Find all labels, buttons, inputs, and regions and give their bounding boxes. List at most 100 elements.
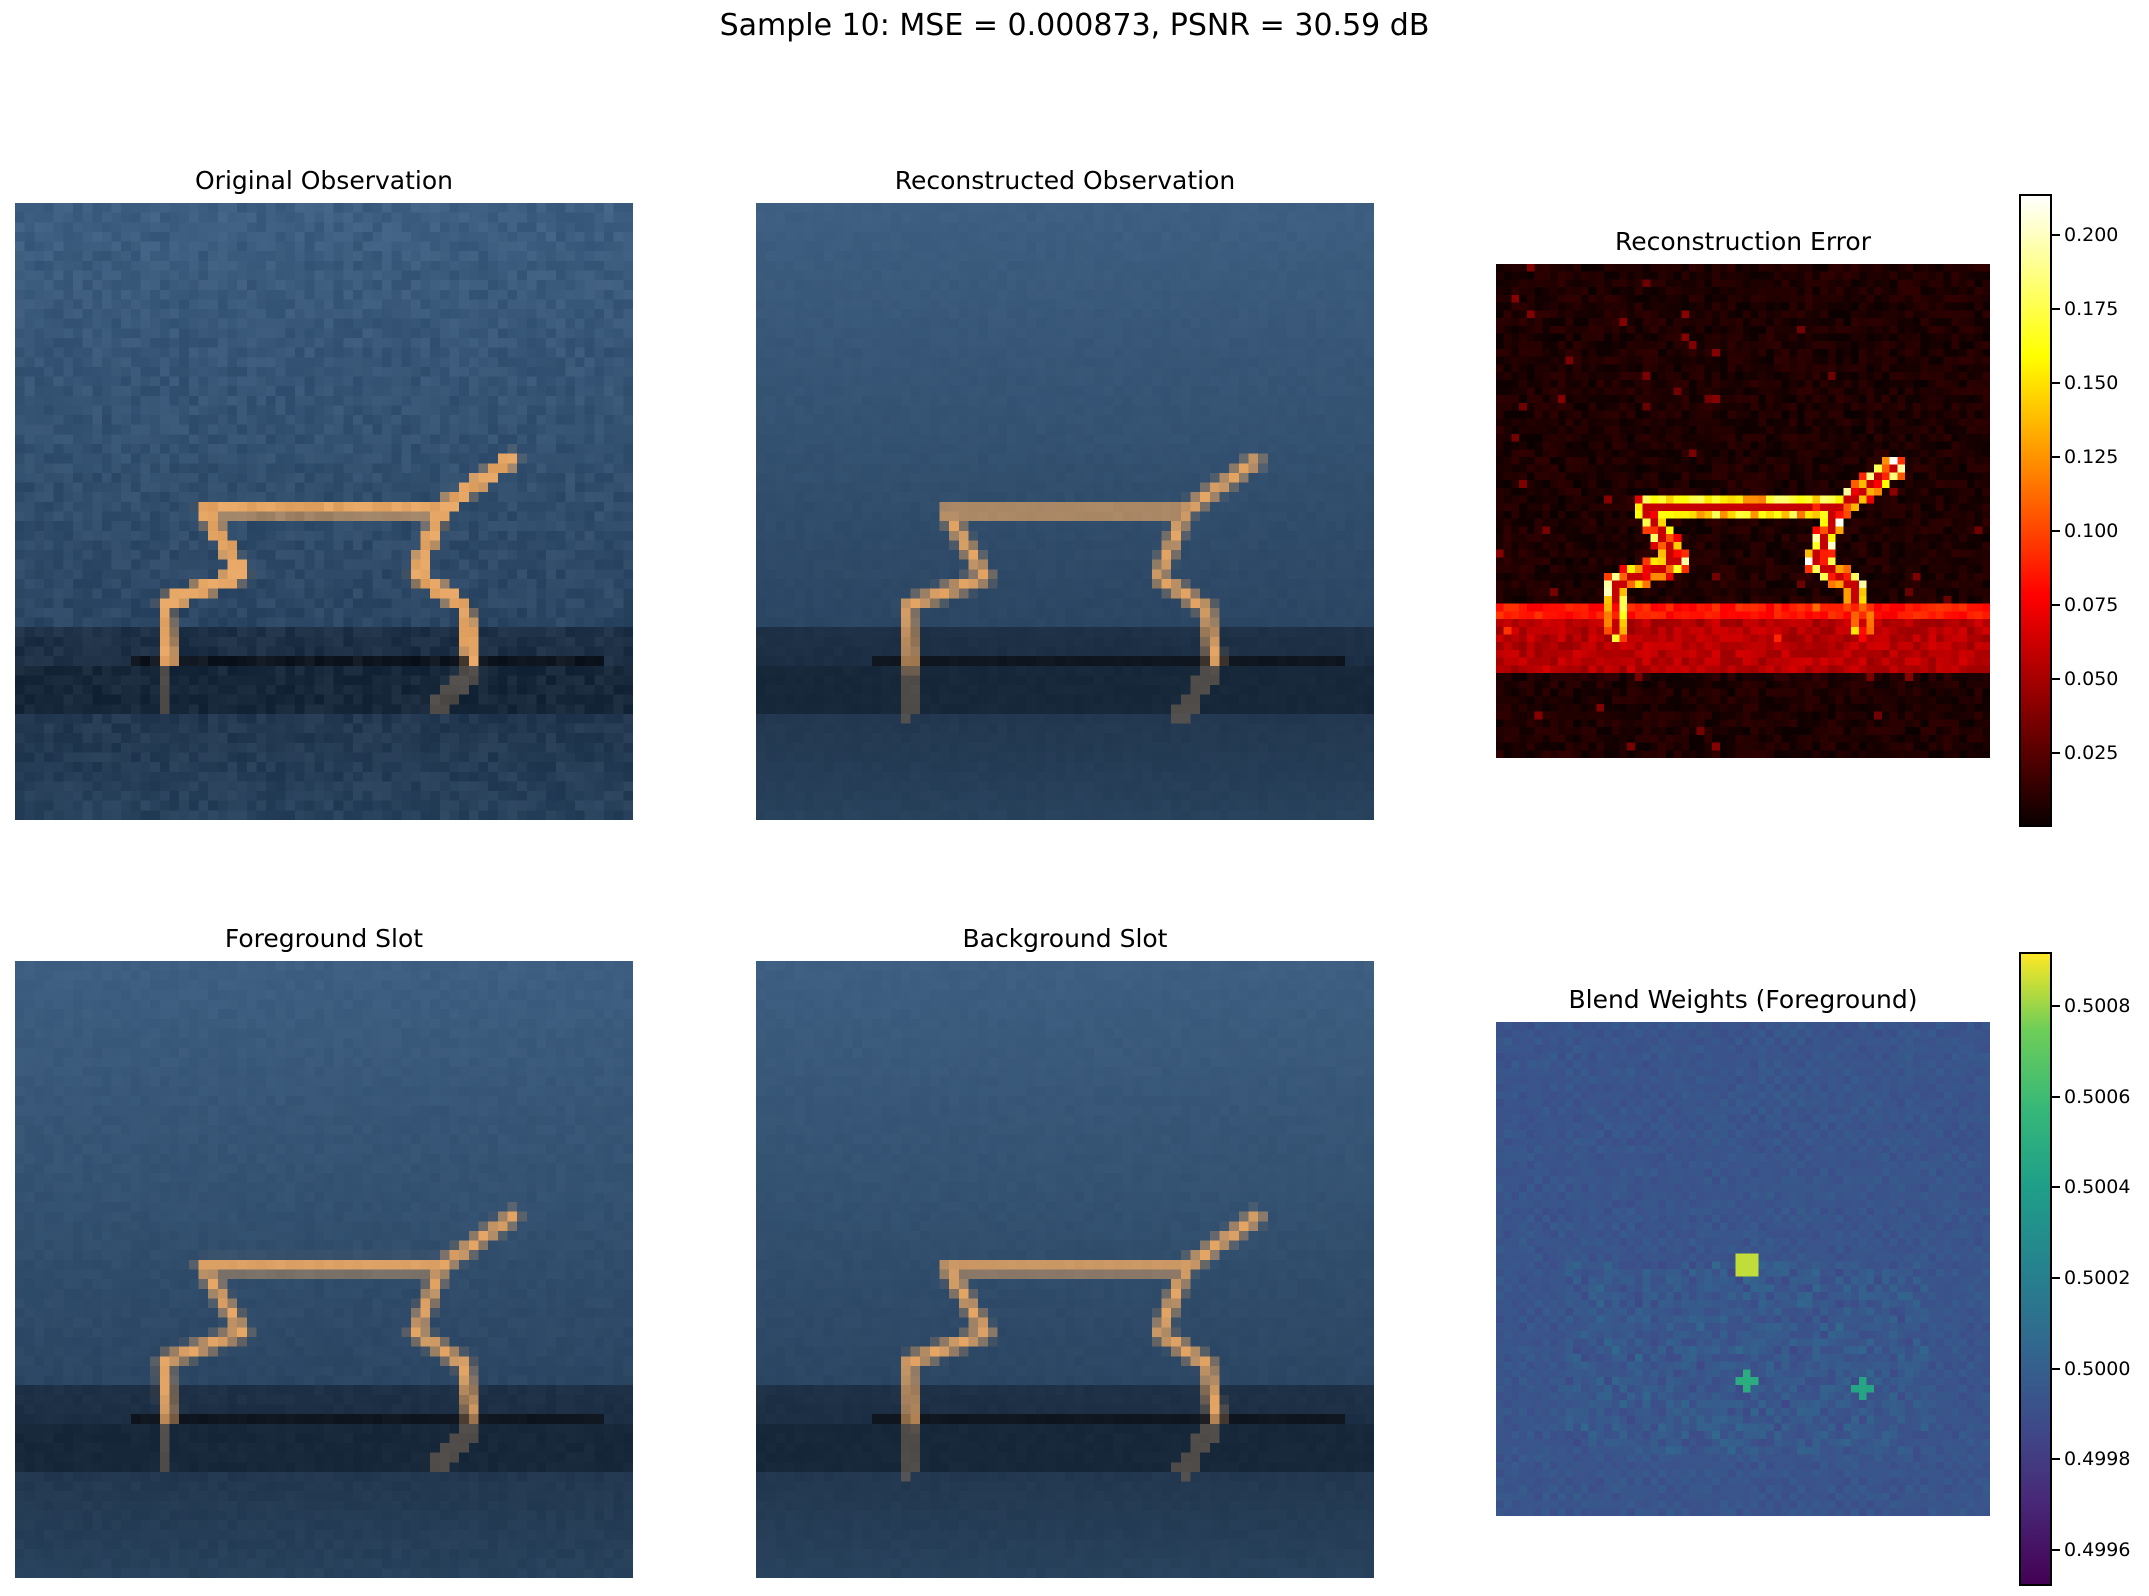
image-pixel <box>266 598 276 609</box>
image-pixel <box>623 511 633 522</box>
image-pixel <box>862 203 873 213</box>
image-pixel <box>159 598 170 609</box>
image-pixel <box>391 231 402 242</box>
image-pixel <box>575 665 585 676</box>
image-pixel <box>237 357 247 368</box>
image-pixel <box>439 309 450 319</box>
image-pixel <box>15 231 25 242</box>
image-pixel <box>343 309 354 319</box>
image-pixel <box>237 318 247 329</box>
image-pixel <box>565 588 576 599</box>
image-pixel <box>1036 299 1046 310</box>
image-pixel <box>594 617 605 628</box>
image-pixel <box>333 588 344 599</box>
image-pixel <box>478 337 489 348</box>
image-pixel <box>246 617 257 628</box>
image-pixel <box>169 578 180 589</box>
image-pixel <box>401 482 412 493</box>
image-pixel <box>978 241 988 252</box>
image-pixel <box>285 578 296 589</box>
image-pixel <box>1074 241 1085 252</box>
image-pixel <box>468 482 479 493</box>
image-pixel <box>130 415 141 425</box>
image-pixel <box>430 328 441 339</box>
image-pixel <box>507 203 518 213</box>
image-pixel <box>1287 299 1297 310</box>
image-pixel <box>15 280 25 290</box>
image-pixel <box>1103 299 1114 310</box>
image-pixel <box>72 646 83 657</box>
image-pixel <box>72 607 83 618</box>
image-pixel <box>362 752 373 763</box>
image-pixel <box>295 347 305 358</box>
image-pixel <box>439 771 450 782</box>
image-pixel <box>449 386 460 397</box>
image-pixel <box>613 550 624 560</box>
image-pixel <box>304 733 315 744</box>
image-pixel <box>53 810 64 820</box>
image-pixel <box>227 588 238 599</box>
image-pixel <box>101 366 112 377</box>
image-pixel <box>381 357 392 368</box>
image-pixel <box>43 511 54 522</box>
image-pixel <box>92 472 103 483</box>
image-pixel <box>1093 260 1104 271</box>
image-pixel <box>34 656 45 666</box>
image-pixel <box>1248 222 1259 233</box>
image-pixel <box>208 434 218 445</box>
image-pixel <box>488 337 499 348</box>
image-pixel <box>130 704 141 715</box>
image-pixel <box>150 241 161 252</box>
image-pixel <box>198 280 209 290</box>
image-pixel <box>246 569 257 580</box>
image-pixel <box>217 386 228 397</box>
image-pixel <box>604 713 614 724</box>
image-pixel <box>449 395 460 406</box>
image-pixel <box>169 550 180 560</box>
image-pixel <box>439 685 450 695</box>
image-pixel <box>24 444 35 454</box>
image-pixel <box>497 694 508 705</box>
image-pixel <box>227 791 238 801</box>
image-pixel <box>227 501 238 512</box>
image-pixel <box>555 762 566 772</box>
image-pixel <box>613 578 624 589</box>
image-pixel <box>256 376 267 387</box>
image-pixel <box>1287 241 1297 252</box>
image-pixel <box>1277 299 1288 310</box>
image-pixel <box>72 569 83 580</box>
image-pixel <box>304 492 315 503</box>
image-pixel <box>497 492 508 503</box>
image-pixel <box>468 521 479 531</box>
image-pixel <box>987 328 998 339</box>
image-pixel <box>121 289 132 300</box>
image-pixel <box>613 733 624 744</box>
image-pixel <box>391 665 402 676</box>
image-pixel <box>555 771 566 782</box>
image-pixel <box>188 280 199 290</box>
image-pixel <box>1209 280 1220 290</box>
image-pixel <box>604 434 614 445</box>
image-pixel <box>604 598 614 609</box>
image-pixel <box>420 781 431 792</box>
image-pixel <box>352 713 363 724</box>
image-pixel <box>275 694 286 705</box>
image-pixel <box>140 203 151 213</box>
image-pixel <box>111 405 122 416</box>
image-pixel <box>275 482 286 493</box>
image-pixel <box>623 694 633 705</box>
image-pixel <box>1161 328 1172 339</box>
image-pixel <box>1093 289 1104 300</box>
image-pixel <box>391 530 402 541</box>
image-pixel <box>237 444 247 454</box>
image-pixel <box>150 588 161 599</box>
image-pixel <box>34 511 45 522</box>
image-pixel <box>82 675 93 686</box>
image-pixel <box>159 559 170 570</box>
image-pixel <box>439 424 450 435</box>
image-pixel <box>188 713 199 724</box>
image-pixel <box>1055 318 1066 329</box>
image-pixel <box>497 771 508 782</box>
image-pixel <box>862 328 873 339</box>
image-pixel <box>266 337 276 348</box>
